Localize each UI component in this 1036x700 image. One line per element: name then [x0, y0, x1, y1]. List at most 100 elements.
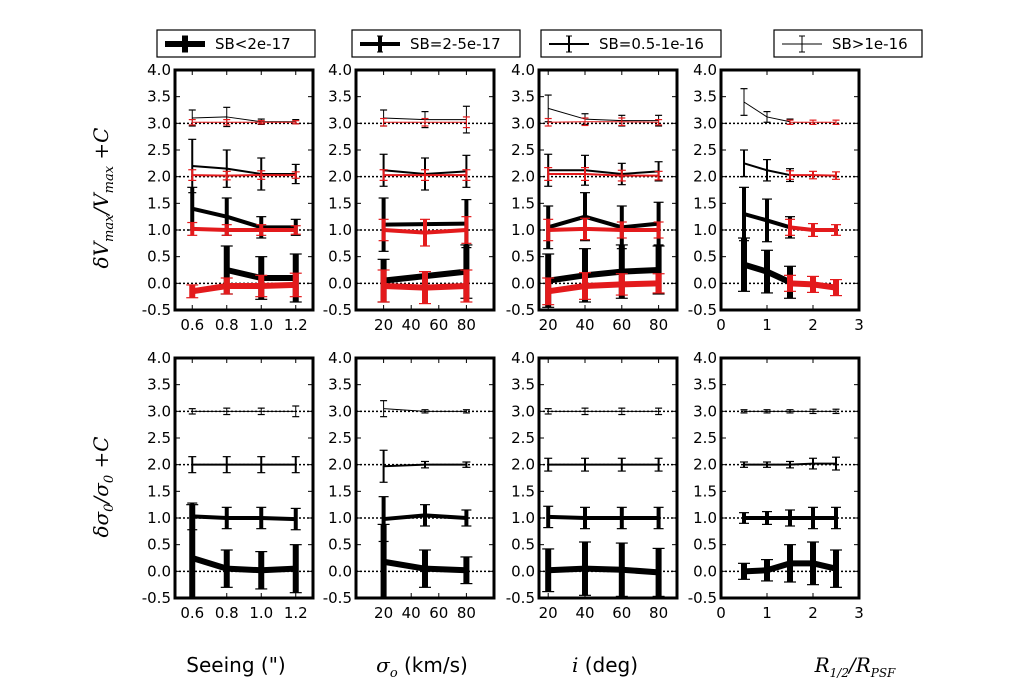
series-line [548, 565, 659, 576]
ytick-label: 0.0 [147, 562, 171, 580]
xtick-label: 80 [649, 316, 668, 334]
legend-group: SB<2e-17 SB=2-5e-17 SB=0.5-1e-16 SB>1e-16 [156, 29, 923, 58]
series-group [377, 400, 473, 598]
xtick-label: 60 [612, 604, 631, 622]
axes-frame [173, 356, 315, 600]
ytick-label: 1.0 [511, 221, 535, 239]
ytick-label: 3.0 [328, 114, 352, 132]
ytick-label: 3.0 [511, 402, 535, 420]
axes-frame [354, 68, 496, 312]
ytick-label: 2.5 [693, 429, 717, 447]
ytick-label: 2.0 [147, 456, 171, 474]
xlabel-inclination: i (deg) [572, 653, 638, 677]
ytick-label: 0.5 [511, 248, 535, 266]
series-line [548, 169, 659, 175]
xtick-label: 80 [457, 604, 476, 622]
ytick-label: 4.0 [511, 349, 535, 367]
series-line [548, 107, 659, 122]
panel-top-1: -0.5 0.0 0.5 1.0 1.5 2.0 2.5 3.0 3.5 4.0 0.6 0.8 1.0… [142, 61, 315, 334]
ytick-label: 3.0 [693, 402, 717, 420]
ytick-label: -0.5 [688, 589, 717, 607]
panel-top-2: -0.5 0.0 0.5 1.0 1.5 2.0 2.5 3.0 3.5 4.0 20 40 60 80 [323, 61, 496, 334]
xtick-label: 1 [762, 604, 772, 622]
ytick-label: 1.0 [328, 221, 352, 239]
ytick-label: 3.0 [693, 114, 717, 132]
ytick-label: 1.5 [693, 482, 717, 500]
xtick-label: 3 [854, 316, 864, 334]
series-line [191, 555, 296, 574]
ytick-label: 0.0 [328, 274, 352, 292]
ytick-label: 4.0 [328, 61, 352, 79]
xtick-label: 60 [612, 316, 631, 334]
axes-frame [173, 68, 315, 312]
ytick-label: 3.0 [147, 114, 171, 132]
panel-top-4: -0.5 0.0 0.5 1.0 1.5 2.0 2.5 3.0 3.5 4.0 0 1 2 3 [688, 61, 864, 334]
axes-frame [354, 356, 496, 600]
xtick-label: 80 [649, 604, 668, 622]
xtick-label: 60 [429, 316, 448, 334]
ytick-label: -0.5 [688, 301, 717, 319]
ytick-label: 1.0 [147, 509, 171, 527]
ytick-label: 4.0 [693, 61, 717, 79]
ytick-label: 3.5 [328, 376, 352, 394]
ytick-label: 4.0 [147, 349, 171, 367]
series-group [542, 407, 665, 598]
series-line [547, 280, 659, 295]
series-line [548, 514, 659, 520]
ytick-label: 0.5 [328, 536, 352, 554]
ytick-label: 1.0 [693, 509, 717, 527]
ytick-label: 1.5 [328, 482, 352, 500]
panel-top-3: -0.5 0.0 0.5 1.0 1.5 2.0 2.5 3.0 3.5 4.0 20 40 60 80 [506, 61, 679, 334]
ytick-label: 1.0 [693, 221, 717, 239]
xtick-label: 20 [374, 316, 393, 334]
ylabel-bottom: δσ0/σ0 +C [89, 436, 117, 537]
ytick-label: 1.5 [147, 194, 171, 212]
ytick-label: 2.5 [511, 141, 535, 159]
ytick-label: 0.5 [693, 536, 717, 554]
xtick-label: 0.8 [215, 604, 239, 622]
ytick-label: 3.5 [693, 88, 717, 106]
ytick-label: 3.5 [511, 88, 535, 106]
ytick-label: 2.0 [511, 168, 535, 186]
series-line [548, 121, 659, 123]
xtick-label: 80 [457, 316, 476, 334]
panel-bottom-1: -0.5 0.0 0.5 1.0 1.5 2.0 2.5 3.0 3.5 4.0 0.6 0.8 1.0… [142, 349, 315, 622]
ytick-label: 3.0 [328, 402, 352, 420]
ytick-label: 1.0 [147, 221, 171, 239]
ytick-label: 3.5 [147, 376, 171, 394]
panel-bottom-2: -0.5 0.0 0.5 1.0 1.5 2.0 2.5 3.0 3.5 4.0 20 40 60 80 [323, 349, 496, 622]
series-line [548, 173, 659, 177]
ytick-label: 3.0 [511, 114, 535, 132]
ytick-label: 4.0 [147, 61, 171, 79]
legend-label: SB=2-5e-17 [410, 35, 501, 53]
legend-label: SB<2e-17 [215, 35, 291, 53]
xtick-label: 2 [808, 316, 818, 334]
xtick-label: 0.8 [215, 316, 239, 334]
series-line [547, 214, 659, 230]
xtick-label: 40 [575, 604, 594, 622]
ytick-label: 0.0 [693, 562, 717, 580]
xtick-label: 0.6 [180, 604, 204, 622]
ytick-label: 0.5 [147, 248, 171, 266]
series-line [548, 226, 659, 232]
series-line [192, 226, 296, 232]
series-line [192, 165, 296, 175]
ytick-label: 0.0 [511, 562, 535, 580]
ytick-label: 3.5 [693, 376, 717, 394]
ytick-label: 3.5 [147, 88, 171, 106]
axes-frame [719, 356, 861, 600]
ytick-label: 1.5 [511, 482, 535, 500]
ytick-label: 2.5 [511, 429, 535, 447]
ytick-label: 2.0 [693, 456, 717, 474]
xtick-label: 1.0 [249, 316, 273, 334]
xtick-label: 20 [374, 604, 393, 622]
ytick-label: 0.0 [147, 274, 171, 292]
xlabel-sigma: σo (km/s) [376, 653, 468, 681]
xtick-label: 20 [539, 604, 558, 622]
xtick-label: 40 [575, 316, 594, 334]
ytick-label: 1.5 [328, 194, 352, 212]
ytick-label: 2.0 [328, 456, 352, 474]
ytick-label: 2.5 [328, 141, 352, 159]
axes-frame [719, 68, 861, 312]
